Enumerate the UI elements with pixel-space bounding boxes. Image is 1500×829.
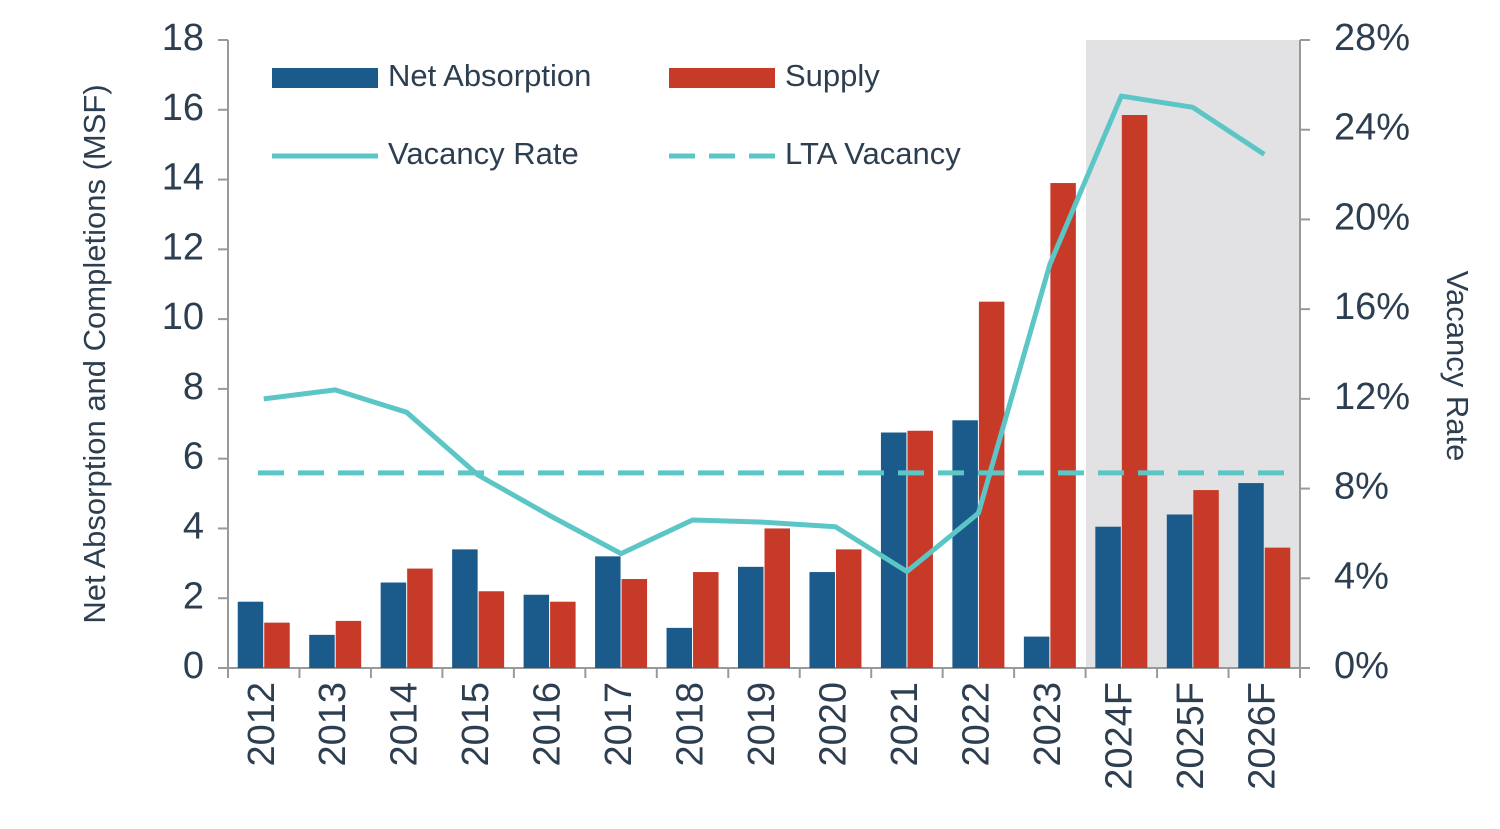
y-tick-label: 0 xyxy=(183,645,204,687)
bar xyxy=(1023,636,1050,668)
x-tick-label: 2022 xyxy=(955,682,997,767)
bar xyxy=(693,572,719,668)
bar xyxy=(237,601,264,668)
x-tick-label: 2018 xyxy=(670,682,712,767)
y-tick-label: 18 xyxy=(162,17,204,59)
bar xyxy=(1193,490,1219,668)
bar xyxy=(264,622,290,668)
bar xyxy=(335,620,362,668)
x-tick-label: 2024F xyxy=(1098,682,1140,790)
bar xyxy=(880,432,907,668)
x-tick-label: 2013 xyxy=(312,682,354,767)
legend-label: Supply xyxy=(785,58,880,93)
bar xyxy=(309,634,335,668)
legend-label: Net Absorption xyxy=(388,58,591,93)
x-tick-label: 2025F xyxy=(1170,682,1212,790)
y2-tick-label: 0% xyxy=(1334,645,1389,687)
y-axis-title: Net Absorption and Completions (MSF) xyxy=(77,84,112,623)
y-tick-label: 10 xyxy=(162,296,204,338)
y2-tick-label: 12% xyxy=(1334,376,1410,418)
y2-tick-label: 16% xyxy=(1334,286,1410,328)
bar xyxy=(952,420,978,668)
x-tick-label: 2021 xyxy=(884,682,926,767)
y-tick-label: 2 xyxy=(183,575,204,617)
bar xyxy=(835,549,862,668)
bar xyxy=(1166,514,1193,668)
bar xyxy=(621,579,648,668)
bar xyxy=(380,582,407,668)
bar xyxy=(1238,483,1264,668)
bar xyxy=(1095,526,1121,668)
bar xyxy=(764,528,790,668)
y-tick-label: 14 xyxy=(162,157,204,199)
y2-tick-label: 4% xyxy=(1334,555,1389,597)
x-tick-label: 2020 xyxy=(812,682,854,767)
bar xyxy=(1121,115,1148,668)
bar xyxy=(1050,183,1076,669)
x-tick-label: 2017 xyxy=(598,682,640,767)
y2-tick-label: 24% xyxy=(1334,107,1410,149)
x-tick-label: 2014 xyxy=(384,682,426,767)
bar xyxy=(978,301,1005,668)
bar xyxy=(907,430,933,668)
bar xyxy=(550,601,576,668)
y-tick-label: 4 xyxy=(183,505,204,547)
bar xyxy=(523,594,550,668)
forecast-shade xyxy=(1086,40,1300,668)
bar xyxy=(478,591,505,668)
x-tick-label: 2023 xyxy=(1027,682,1069,767)
y2-axis-title: Vacancy Rate xyxy=(1440,271,1475,462)
legend-swatch xyxy=(669,68,775,88)
line xyxy=(263,93,1266,575)
x-tick-label: 2012 xyxy=(241,682,283,767)
x-tick-label: 2019 xyxy=(741,682,783,767)
bar xyxy=(738,566,764,668)
y-tick-label: 12 xyxy=(162,226,204,268)
legend-label: Vacancy Rate xyxy=(388,136,579,171)
legend-swatch xyxy=(272,68,378,88)
y-tick-label: 8 xyxy=(183,366,204,408)
bar xyxy=(809,572,835,668)
legend-label: LTA Vacancy xyxy=(785,136,961,171)
y-tick-label: 16 xyxy=(162,87,204,129)
x-tick-label: 2015 xyxy=(455,682,497,767)
x-tick-label: 2026F xyxy=(1241,682,1283,790)
x-tick-label: 2016 xyxy=(527,682,569,767)
bar xyxy=(452,549,478,668)
bar xyxy=(595,556,621,668)
y2-tick-label: 8% xyxy=(1334,466,1389,508)
y2-tick-label: 20% xyxy=(1334,196,1410,238)
y-tick-label: 6 xyxy=(183,436,204,478)
bar xyxy=(1264,547,1291,668)
y2-tick-label: 28% xyxy=(1334,17,1410,59)
bar xyxy=(407,568,433,668)
bar xyxy=(666,627,693,668)
